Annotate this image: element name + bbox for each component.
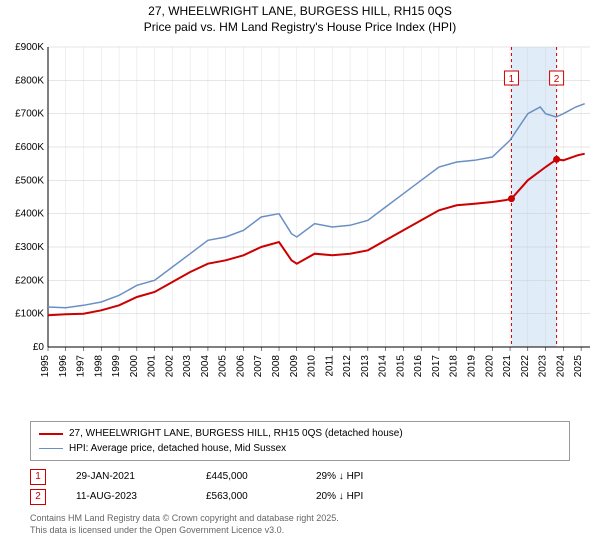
marker-pct-0: 29% ↓ HPI: [316, 467, 406, 487]
svg-text:1999: 1999: [111, 355, 122, 378]
title-block: 27, WHEELWRIGHT LANE, BURGESS HILL, RH15…: [0, 0, 600, 37]
svg-text:£400K: £400K: [15, 209, 44, 220]
legend-row-0: 27, WHEELWRIGHT LANE, BURGESS HILL, RH15…: [39, 426, 561, 441]
svg-text:2010: 2010: [307, 355, 318, 378]
marker-price-1: £563,000: [206, 487, 286, 507]
marker-row-1: 2 11-AUG-2023 £563,000 20% ↓ HPI: [30, 487, 570, 507]
chart-svg: £0 £100K £200K £300K £400K £500K £600K £700K £80…: [0, 37, 600, 417]
marker-box-1: 2: [30, 489, 46, 505]
svg-text:£500K: £500K: [15, 176, 44, 187]
svg-text:1998: 1998: [93, 355, 104, 378]
legend: 27, WHEELWRIGHT LANE, BURGESS HILL, RH15…: [30, 421, 570, 461]
svg-text:£300K: £300K: [15, 242, 44, 253]
svg-text:2016: 2016: [413, 355, 424, 378]
title-line-1: 27, WHEELWRIGHT LANE, BURGESS HILL, RH15…: [0, 4, 600, 20]
svg-text:2000: 2000: [129, 355, 140, 378]
svg-text:2019: 2019: [466, 355, 477, 378]
chart-container: 27, WHEELWRIGHT LANE, BURGESS HILL, RH15…: [0, 0, 600, 560]
svg-text:2022: 2022: [520, 355, 531, 378]
svg-text:1: 1: [509, 74, 515, 85]
footer: Contains HM Land Registry data © Crown c…: [30, 513, 570, 536]
svg-text:2024: 2024: [555, 355, 566, 378]
svg-text:2002: 2002: [164, 355, 175, 378]
svg-text:2017: 2017: [431, 355, 442, 378]
svg-text:2: 2: [554, 74, 560, 85]
marker-row-0: 1 29-JAN-2021 £445,000 29% ↓ HPI: [30, 467, 570, 487]
svg-text:2008: 2008: [271, 355, 282, 378]
svg-text:2014: 2014: [378, 355, 389, 378]
marker-date-1: 11-AUG-2023: [76, 487, 176, 507]
marker-date-0: 29-JAN-2021: [76, 467, 176, 487]
svg-text:£0: £0: [33, 342, 45, 353]
svg-text:£800K: £800K: [15, 76, 44, 87]
legend-label-0: 27, WHEELWRIGHT LANE, BURGESS HILL, RH15…: [69, 426, 403, 441]
svg-text:2023: 2023: [538, 355, 549, 378]
svg-text:1996: 1996: [58, 355, 69, 378]
svg-text:2003: 2003: [182, 355, 193, 378]
svg-text:2009: 2009: [289, 355, 300, 378]
svg-text:2021: 2021: [502, 355, 513, 378]
footer-line-2: This data is licensed under the Open Gov…: [30, 525, 570, 537]
svg-text:2001: 2001: [147, 355, 158, 378]
chart-area: £0 £100K £200K £300K £400K £500K £600K £700K £80…: [0, 37, 600, 417]
svg-text:2025: 2025: [573, 355, 584, 378]
svg-text:2018: 2018: [449, 355, 460, 378]
svg-text:2012: 2012: [342, 355, 353, 378]
svg-text:2011: 2011: [324, 355, 335, 377]
svg-text:£100K: £100K: [15, 309, 44, 320]
svg-text:2004: 2004: [200, 355, 211, 378]
svg-text:1995: 1995: [40, 355, 51, 378]
svg-text:£600K: £600K: [15, 142, 44, 153]
legend-label-1: HPI: Average price, detached house, Mid …: [69, 441, 286, 456]
svg-text:2020: 2020: [484, 355, 495, 378]
svg-text:2006: 2006: [235, 355, 246, 378]
svg-text:£200K: £200K: [15, 276, 44, 287]
svg-text:£900K: £900K: [15, 42, 44, 53]
title-line-2: Price paid vs. HM Land Registry's House …: [0, 20, 600, 36]
legend-swatch-1: [39, 448, 63, 449]
markers-table: 1 29-JAN-2021 £445,000 29% ↓ HPI 2 11-AU…: [30, 467, 570, 507]
svg-text:1997: 1997: [76, 355, 87, 378]
legend-row-1: HPI: Average price, detached house, Mid …: [39, 441, 561, 456]
svg-text:2005: 2005: [218, 355, 229, 378]
marker-box-0: 1: [30, 469, 46, 485]
footer-line-1: Contains HM Land Registry data © Crown c…: [30, 513, 570, 525]
svg-text:2015: 2015: [395, 355, 406, 378]
marker-pct-1: 20% ↓ HPI: [316, 487, 406, 507]
svg-text:2007: 2007: [253, 355, 264, 378]
marker-price-0: £445,000: [206, 467, 286, 487]
svg-text:£700K: £700K: [15, 109, 44, 120]
svg-text:2013: 2013: [360, 355, 371, 378]
legend-swatch-0: [39, 433, 63, 435]
